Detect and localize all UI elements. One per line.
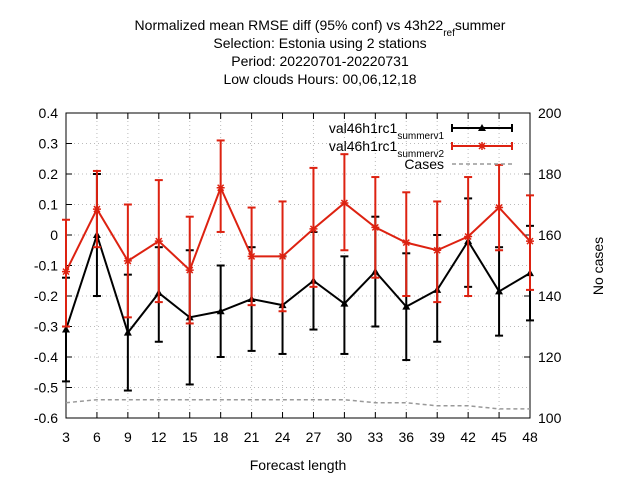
legend-label: Cases <box>404 156 444 172</box>
legend-label-part: v2 <box>433 149 444 160</box>
legend-label-part: val46h1rc1 <box>329 138 398 154</box>
x-tick-label: 3 <box>62 429 70 445</box>
point <box>216 307 225 315</box>
y-tick-label: -0.4 <box>34 349 58 365</box>
point <box>478 124 486 131</box>
y2-axis-label: No cases <box>590 237 606 295</box>
y2-tick-label: 140 <box>538 288 562 304</box>
chart-title: Normalized mean RMSE diff (95% conf) vs … <box>135 17 506 87</box>
title-part: ref <box>443 28 455 39</box>
point <box>433 246 442 255</box>
chart-title-line: Selection: Estonia using 2 stations <box>213 35 426 51</box>
chart-title-line: Period: 20220701-20220731 <box>231 53 409 69</box>
x-tick-label: 30 <box>337 429 353 445</box>
series-line <box>65 231 531 335</box>
point <box>402 238 411 247</box>
y-tick-label: -0.6 <box>34 410 58 426</box>
point <box>62 267 70 276</box>
x-tick-label: 48 <box>522 429 538 445</box>
point <box>371 223 380 232</box>
x-tick-label: 21 <box>244 429 260 445</box>
point <box>185 266 194 275</box>
x-tick-label: 39 <box>429 429 445 445</box>
point <box>62 325 70 333</box>
point <box>216 183 225 192</box>
axis-ticks: 3 6 9 12 15 18 21 24 27 30 33 36 39 42 45 48-0.6-0.5-0.… <box>34 105 562 445</box>
title-part: Low clouds Hours: 00,06,12,18 <box>223 71 416 87</box>
y-tick-label: 0.2 <box>39 166 59 182</box>
x-tick-label: 24 <box>275 429 291 445</box>
point <box>402 302 411 310</box>
y-tick-label: 0.3 <box>39 136 59 152</box>
point <box>247 252 256 261</box>
point <box>154 237 163 246</box>
y-tick-label: 0.4 <box>39 105 59 121</box>
y-tick-label: -0.2 <box>34 288 58 304</box>
series-val46h1rc1-summer-v2 <box>62 139 534 328</box>
title-part: Normalized mean RMSE diff (95% conf) vs … <box>135 17 444 33</box>
legend: val46h1rc1summerv1val46h1rc1summerv2Case… <box>329 120 513 172</box>
y-tick-label: -0.3 <box>34 319 58 335</box>
y2-tick-label: 100 <box>538 410 562 426</box>
point <box>278 252 287 261</box>
x-tick-label: 45 <box>491 429 507 445</box>
y-tick-label: -0.1 <box>34 258 58 274</box>
grid <box>66 113 530 418</box>
legend-item: Cases <box>404 156 512 172</box>
x-tick-label: 27 <box>306 429 322 445</box>
legend-label-part: summer <box>397 149 434 160</box>
legend-label-part: Cases <box>404 156 444 172</box>
x-tick-label: 36 <box>398 429 414 445</box>
point <box>123 328 132 336</box>
chart-title-line: Low clouds Hours: 00,06,12,18 <box>223 71 416 87</box>
series-layer <box>62 139 534 410</box>
series-cases <box>65 398 530 410</box>
series-line <box>65 398 530 410</box>
point <box>340 299 349 307</box>
point <box>123 256 132 265</box>
point <box>340 198 349 207</box>
legend-label-part: v1 <box>433 131 444 142</box>
y2-tick-label: 160 <box>538 227 562 243</box>
x-tick-label: 18 <box>213 429 229 445</box>
title-part: Period: 20220701-20220731 <box>231 53 409 69</box>
x-tick-label: 15 <box>182 429 198 445</box>
legend-item: val46h1rc1summerv2 <box>329 138 513 160</box>
y-tick-label: 0 <box>50 227 58 243</box>
x-tick-label: 9 <box>124 429 132 445</box>
legend-label-part: summer <box>397 131 434 142</box>
title-part: summer <box>455 17 506 33</box>
legend-label: val46h1rc1summerv1 <box>329 120 445 142</box>
point <box>478 142 486 150</box>
series-line <box>65 185 531 273</box>
y-tick-label: -0.5 <box>34 380 58 396</box>
legend-label-part: val46h1rc1 <box>329 120 398 136</box>
point <box>92 205 101 214</box>
title-part: Selection: Estonia using 2 stations <box>213 35 426 51</box>
series-val46h1rc1-summer-v1 <box>62 173 534 392</box>
y2-tick-label: 180 <box>538 166 562 182</box>
x-tick-label: 33 <box>368 429 384 445</box>
y2-tick-label: 120 <box>538 349 562 365</box>
x-axis-label: Forecast length <box>250 457 347 473</box>
x-tick-label: 12 <box>151 429 167 445</box>
point <box>464 232 473 241</box>
point <box>526 237 534 246</box>
point <box>495 287 504 295</box>
point <box>495 203 504 212</box>
chart-title-line: Normalized mean RMSE diff (95% conf) vs … <box>135 17 506 39</box>
legend-item: val46h1rc1summerv1 <box>329 120 513 142</box>
point <box>309 224 318 233</box>
legend-label: val46h1rc1summerv2 <box>329 138 445 160</box>
y2-tick-label: 200 <box>538 105 562 121</box>
y-tick-label: 0.1 <box>39 197 59 213</box>
x-tick-label: 6 <box>93 429 101 445</box>
x-tick-label: 42 <box>460 429 476 445</box>
